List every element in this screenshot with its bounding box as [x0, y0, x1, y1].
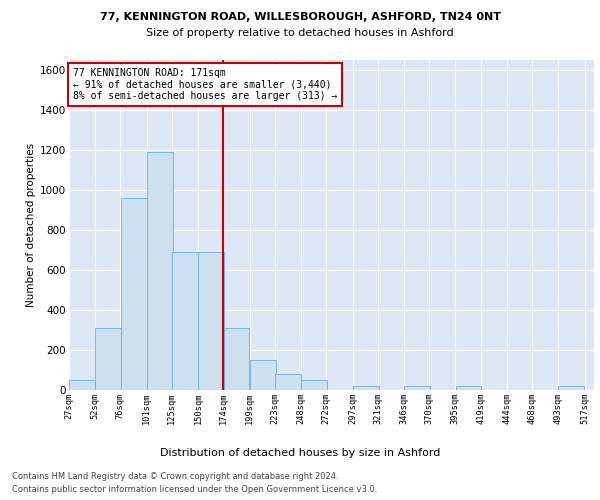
Bar	[353, 386, 379, 390]
Text: Contains HM Land Registry data © Crown copyright and database right 2024.: Contains HM Land Registry data © Crown c…	[12, 472, 338, 481]
Bar	[95, 328, 121, 390]
Text: Distribution of detached houses by size in Ashford: Distribution of detached houses by size …	[160, 448, 440, 458]
Bar	[69, 380, 95, 390]
Bar	[301, 380, 327, 390]
Bar	[250, 360, 275, 390]
Bar	[275, 374, 301, 390]
Bar	[224, 328, 250, 390]
Y-axis label: Number of detached properties: Number of detached properties	[26, 143, 36, 307]
Text: 77, KENNINGTON ROAD, WILLESBOROUGH, ASHFORD, TN24 0NT: 77, KENNINGTON ROAD, WILLESBOROUGH, ASHF…	[100, 12, 500, 22]
Text: Size of property relative to detached houses in Ashford: Size of property relative to detached ho…	[146, 28, 454, 38]
Bar	[455, 386, 481, 390]
Text: 77 KENNINGTON ROAD: 171sqm
← 91% of detached houses are smaller (3,440)
8% of se: 77 KENNINGTON ROAD: 171sqm ← 91% of deta…	[73, 68, 338, 102]
Bar	[172, 252, 198, 390]
Bar	[121, 198, 146, 390]
Bar	[404, 386, 430, 390]
Text: Contains public sector information licensed under the Open Government Licence v3: Contains public sector information licen…	[12, 485, 377, 494]
Bar	[559, 386, 584, 390]
Bar	[147, 152, 173, 390]
Bar	[199, 252, 224, 390]
